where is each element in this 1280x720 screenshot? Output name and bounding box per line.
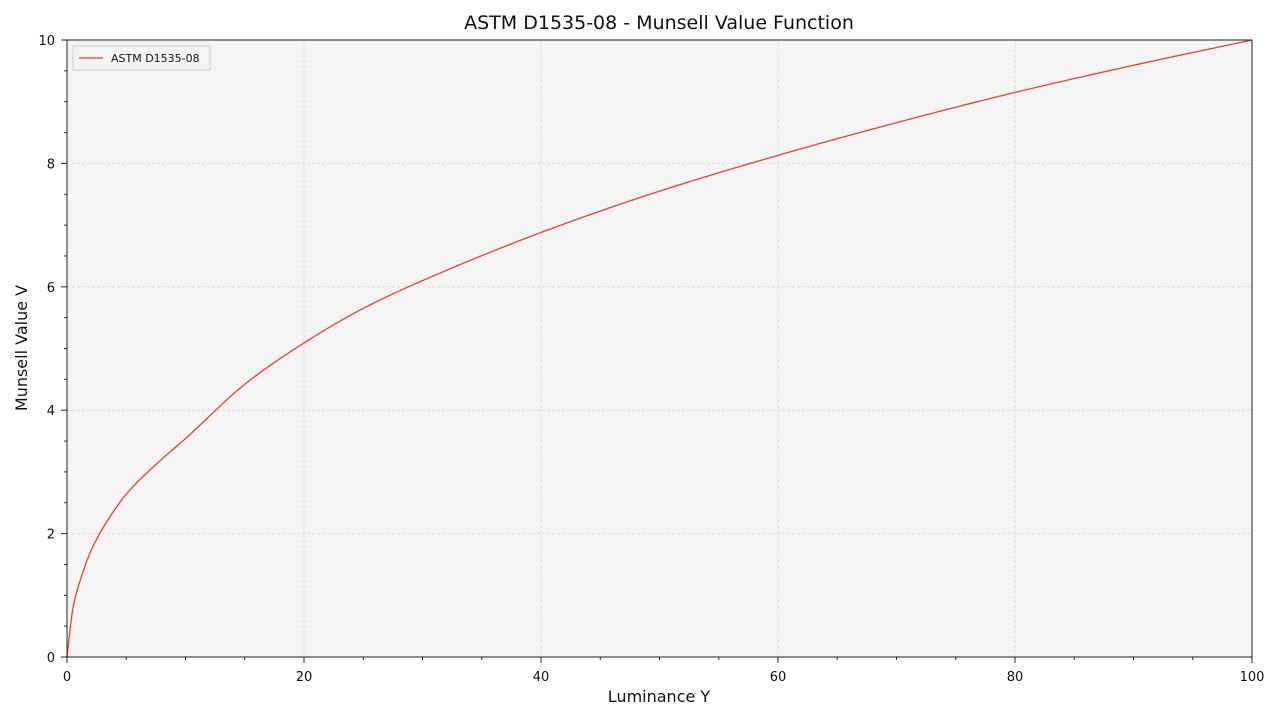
plot-area bbox=[67, 40, 1252, 657]
x-tick-label: 0 bbox=[63, 670, 71, 685]
x-tick-label: 80 bbox=[1007, 670, 1024, 685]
y-tick-label: 8 bbox=[47, 157, 55, 172]
x-axis-label: Luminance Y bbox=[608, 687, 711, 706]
x-tick-label: 20 bbox=[296, 670, 313, 685]
x-tick-label: 60 bbox=[770, 670, 787, 685]
y-axis-label: Munsell Value V bbox=[12, 285, 31, 411]
x-axis: 0 20 40 60 80 100 bbox=[63, 657, 1265, 685]
series-layer bbox=[66, 39, 1253, 658]
y-tick-label: 6 bbox=[47, 281, 55, 296]
y-axis: 0 2 4 6 8 10 bbox=[38, 34, 67, 666]
y-tick-label: 10 bbox=[38, 34, 55, 49]
legend-label: ASTM D1535-08 bbox=[111, 52, 200, 65]
x-tick-label: 40 bbox=[533, 670, 550, 685]
grid bbox=[67, 40, 1252, 657]
x-tick-label: 100 bbox=[1240, 670, 1265, 685]
y-tick-label: 4 bbox=[47, 404, 55, 419]
y-tick-label: 0 bbox=[47, 651, 55, 666]
y-tick-label: 2 bbox=[47, 528, 55, 543]
series-line-0 bbox=[66, 39, 1253, 658]
legend: ASTM D1535-08 bbox=[72, 45, 211, 71]
chart-title: ASTM D1535-08 - Munsell Value Function bbox=[464, 12, 854, 34]
